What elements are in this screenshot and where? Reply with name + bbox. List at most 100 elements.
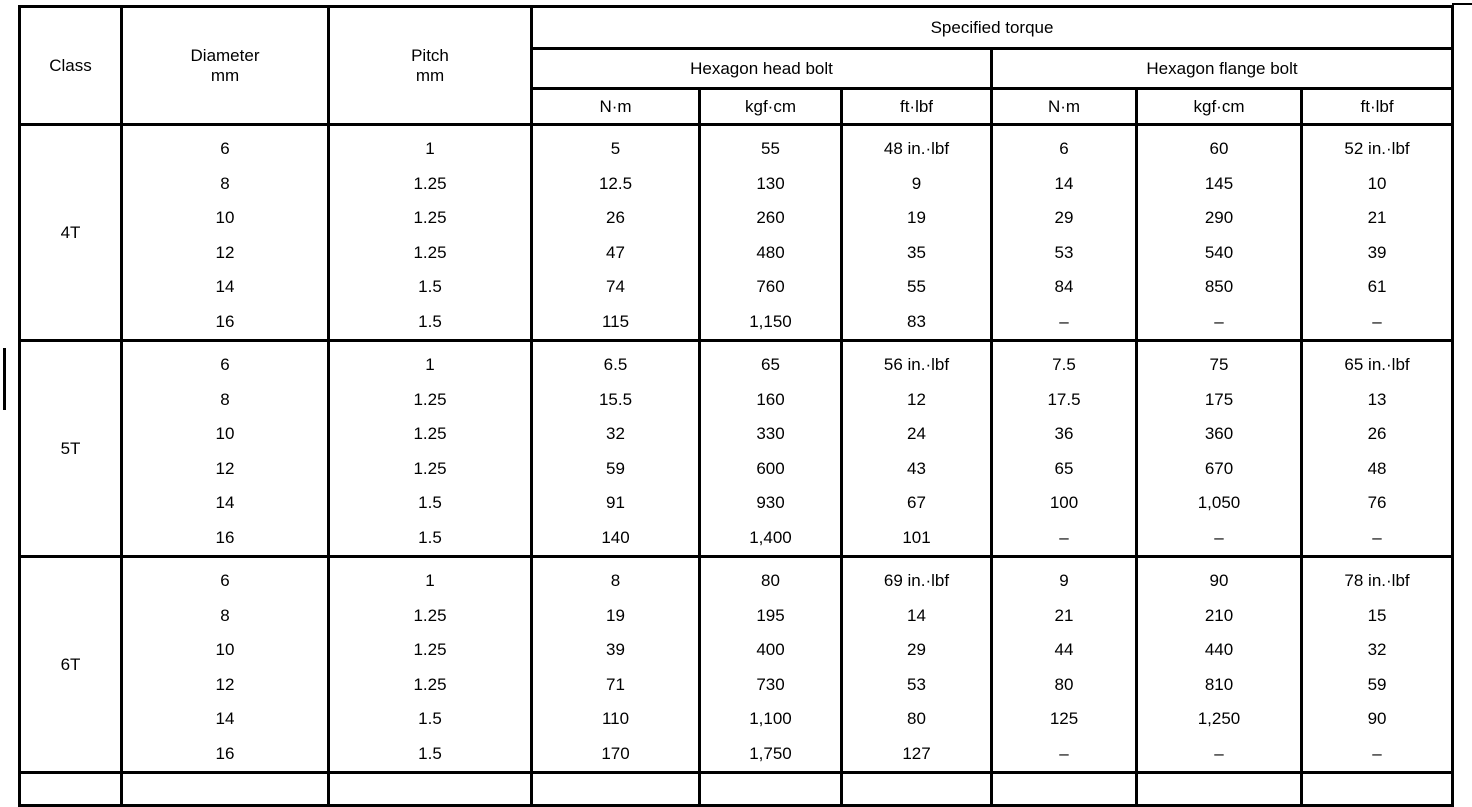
value-cell: 8 bbox=[610, 571, 621, 590]
value-cell: 67 bbox=[907, 493, 926, 512]
scan-corner-mark bbox=[1452, 3, 1472, 5]
column-diameter: 6 8 10 12 14 16 bbox=[120, 339, 330, 558]
header-head-kgfcm: kgf·cm bbox=[698, 87, 843, 126]
value-cell: 1.5 bbox=[418, 709, 442, 728]
value-cell: 53 bbox=[1054, 242, 1074, 262]
scan-edge-mark bbox=[3, 348, 6, 410]
header-head-ftlbf: ft·lbf bbox=[840, 87, 993, 126]
value-cell: 6 bbox=[220, 355, 230, 374]
value-cell: 53 bbox=[907, 674, 926, 694]
value-cell: 115 bbox=[601, 311, 630, 331]
class-group-row: 6T 6 8 10 12 14 16 1 1.25 1.25 1.25 1.5 1.5 8 19 39 71 11… bbox=[18, 555, 1455, 774]
empty-cell bbox=[840, 771, 993, 807]
value-cell: 1.5 bbox=[418, 493, 442, 512]
value-cell: – bbox=[1214, 743, 1224, 763]
value-cell: – bbox=[1372, 311, 1382, 331]
header-specified-torque: Specified torque bbox=[529, 5, 1455, 50]
value-cell: 16 bbox=[215, 743, 235, 763]
header-hexagon-head-bolt: Hexagon head bolt bbox=[530, 47, 993, 90]
value-cell: 540 bbox=[1204, 242, 1234, 262]
value-cell: 14 bbox=[215, 277, 235, 296]
value-cell: 1.25 bbox=[413, 458, 447, 478]
value-cell: – bbox=[1372, 527, 1382, 547]
value-cell: 15 bbox=[1367, 605, 1387, 625]
value-cell: 110 bbox=[601, 709, 630, 728]
column-flange-kgf: 75 175 360 670 1,050 – bbox=[1135, 339, 1303, 558]
empty-cell bbox=[327, 771, 533, 807]
value-cell: 55 bbox=[761, 139, 780, 158]
value-cell: 9 bbox=[1059, 571, 1069, 590]
value-cell: 1 bbox=[425, 571, 435, 590]
value-cell: 12 bbox=[215, 674, 235, 694]
empty-cell bbox=[18, 771, 123, 807]
value-cell: 1,150 bbox=[749, 311, 792, 331]
value-cell: 56 in.·lbf bbox=[883, 355, 950, 374]
value-cell: 90 bbox=[1367, 709, 1387, 728]
column-diameter: 6 8 10 12 14 16 bbox=[120, 123, 330, 342]
value-cell: 59 bbox=[1367, 674, 1387, 694]
value-cell: – bbox=[1059, 743, 1069, 763]
value-cell: 71 bbox=[606, 674, 625, 694]
value-cell: 930 bbox=[756, 493, 785, 512]
value-cell: 7.5 bbox=[1052, 355, 1076, 374]
value-cell: 59 bbox=[606, 458, 625, 478]
value-cell: 1 bbox=[425, 139, 435, 158]
value-cell: 39 bbox=[1367, 242, 1387, 262]
column-flange-nm: 6 14 29 53 84 – bbox=[990, 123, 1138, 342]
value-cell: 60 bbox=[1209, 139, 1229, 158]
value-cell: 1.25 bbox=[413, 173, 447, 193]
value-cell: 100 bbox=[1049, 493, 1079, 512]
value-cell: 8 bbox=[220, 389, 230, 409]
class-cell: 6T bbox=[18, 555, 123, 774]
value-cell: – bbox=[1059, 527, 1069, 547]
value-cell: 160 bbox=[756, 389, 785, 409]
value-cell: – bbox=[1059, 311, 1069, 331]
value-cell: 1,400 bbox=[749, 527, 792, 547]
value-cell: 26 bbox=[1367, 424, 1387, 443]
value-cell: 14 bbox=[215, 709, 235, 728]
value-cell: 1.25 bbox=[413, 424, 447, 443]
header-pitch: Pitch mm bbox=[327, 5, 533, 126]
value-cell: 810 bbox=[1204, 674, 1234, 694]
header-head-nm: N·m bbox=[530, 87, 701, 126]
column-head-nm: 6.5 15.5 32 59 91 140 bbox=[530, 339, 701, 558]
value-cell: 10 bbox=[215, 640, 235, 659]
value-cell: 760 bbox=[756, 277, 785, 296]
value-cell: 65 bbox=[1054, 458, 1074, 478]
value-cell: 90 bbox=[1209, 571, 1229, 590]
value-cell: 75 bbox=[1209, 355, 1229, 374]
value-cell: 440 bbox=[1204, 640, 1234, 659]
value-cell: 19 bbox=[907, 208, 926, 227]
value-cell: 80 bbox=[1054, 674, 1074, 694]
value-cell: 10 bbox=[1367, 173, 1387, 193]
value-cell: 1.25 bbox=[413, 389, 447, 409]
value-cell: 6 bbox=[220, 571, 230, 590]
value-cell: 1.5 bbox=[418, 527, 442, 547]
column-flange-kgf: 90 210 440 810 1,250 – bbox=[1135, 555, 1303, 774]
column-flange-ft: 52 in.·lbf 10 21 39 61 – bbox=[1299, 123, 1455, 342]
value-cell: 32 bbox=[606, 424, 625, 443]
value-cell: 65 bbox=[761, 355, 780, 374]
value-cell: 48 in.·lbf bbox=[883, 139, 950, 158]
value-cell: 175 bbox=[1204, 389, 1234, 409]
column-diameter: 6 8 10 12 14 16 bbox=[120, 555, 330, 774]
value-cell: 21 bbox=[1367, 208, 1387, 227]
header-diameter: Diameter mm bbox=[120, 5, 330, 126]
class-cell: 5T bbox=[18, 339, 123, 558]
value-cell: 1.25 bbox=[413, 640, 447, 659]
header-flange-nm: N·m bbox=[990, 87, 1138, 126]
value-cell: 21 bbox=[1054, 605, 1074, 625]
value-cell: 1.25 bbox=[413, 242, 447, 262]
value-cell: 83 bbox=[907, 311, 926, 331]
value-cell: 16 bbox=[215, 527, 235, 547]
value-cell: 44 bbox=[1054, 640, 1074, 659]
column-head-kgf: 55 130 260 480 760 1,150 bbox=[698, 123, 843, 342]
empty-cell bbox=[1135, 771, 1303, 807]
value-cell: 35 bbox=[907, 242, 926, 262]
value-cell: 12.5 bbox=[598, 173, 633, 193]
column-flange-nm: 9 21 44 80 125 – bbox=[990, 555, 1138, 774]
column-pitch: 1 1.25 1.25 1.25 1.5 1.5 bbox=[327, 339, 533, 558]
column-head-ft: 69 in.·lbf 14 29 53 80 127 bbox=[840, 555, 993, 774]
value-cell: 16 bbox=[215, 311, 235, 331]
class-group-row: 4T 6 8 10 12 14 16 1 1.25 1.25 1.25 1.5 1.5 5 12.5 26 47… bbox=[18, 123, 1455, 342]
